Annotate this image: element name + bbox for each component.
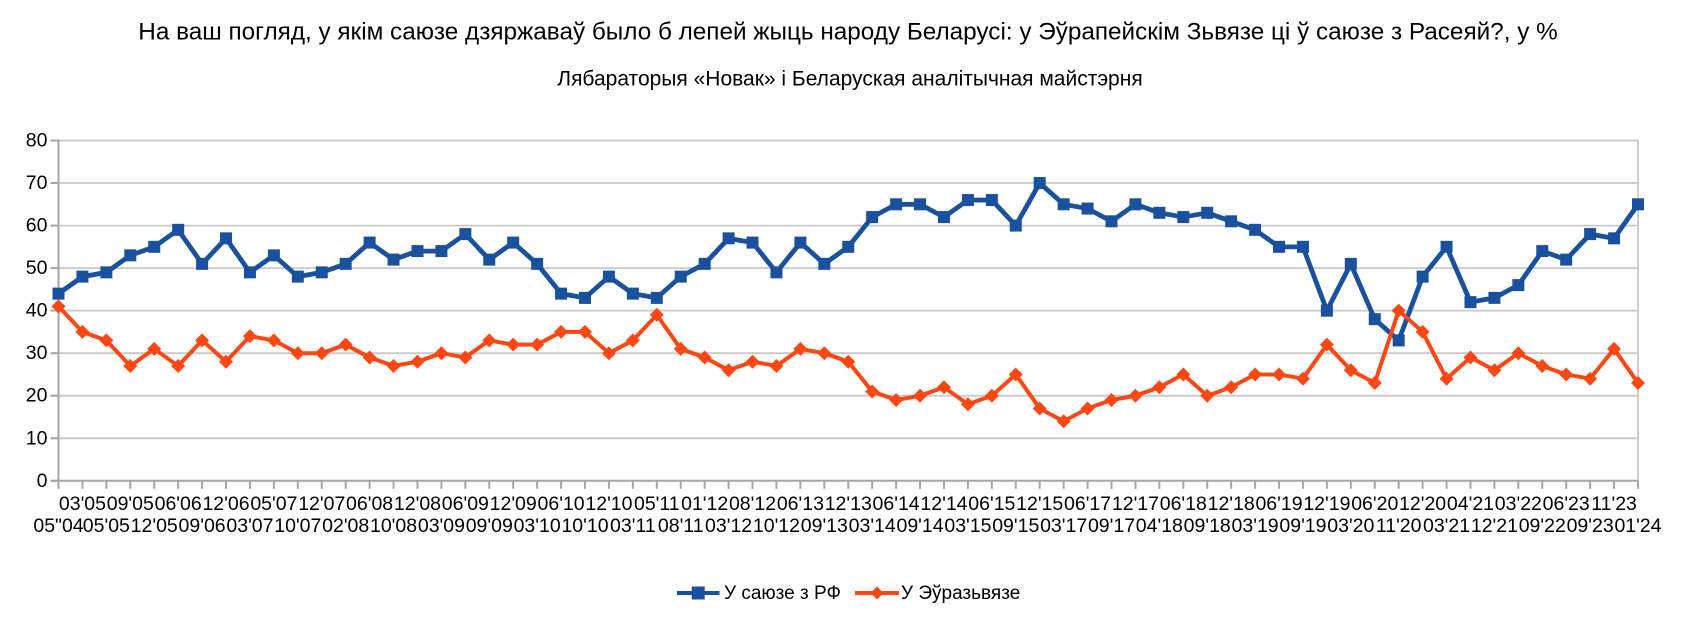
- svg-text:12'13: 12'13: [825, 493, 872, 515]
- svg-text:12'14: 12'14: [920, 493, 967, 515]
- svg-text:03'15: 03'15: [944, 515, 991, 537]
- svg-text:09'23: 09'23: [1567, 515, 1614, 537]
- svg-text:09'13: 09'13: [801, 515, 848, 537]
- svg-text:02'08: 02'08: [322, 515, 369, 537]
- svg-text:09'17: 09'17: [1088, 515, 1135, 537]
- svg-text:05'11: 05'11: [634, 493, 680, 515]
- svg-text:12'18: 12'18: [1208, 493, 1255, 515]
- svg-text:09'18: 09'18: [1184, 515, 1231, 537]
- svg-text:06'13: 06'13: [777, 493, 824, 515]
- svg-text:12'08: 12'08: [394, 493, 441, 515]
- svg-text:12'19: 12'19: [1303, 493, 1350, 515]
- svg-text:03'14: 03'14: [849, 515, 896, 537]
- svg-text:09'22: 09'22: [1519, 515, 1566, 537]
- svg-text:08'11: 08'11: [658, 515, 704, 537]
- svg-text:10: 10: [26, 427, 48, 449]
- svg-text:На ваш погляд, у якім саюзе дз: На ваш погляд, у якім саюзе дзяржаваў бы…: [138, 19, 1557, 46]
- svg-text:06'18: 06'18: [1160, 493, 1207, 515]
- svg-text:0: 0: [37, 470, 48, 492]
- svg-text:12'09: 12'09: [490, 493, 537, 515]
- svg-text:11'20: 11'20: [1376, 515, 1422, 537]
- svg-text:06'19: 06'19: [1255, 493, 1302, 515]
- svg-text:20: 20: [26, 385, 48, 407]
- svg-text:03'19: 03'19: [1232, 515, 1279, 537]
- svg-text:12'17: 12'17: [1112, 493, 1159, 515]
- svg-text:У Эўразьвязе: У Эўразьвязе: [901, 583, 1020, 604]
- svg-text:09'19: 09'19: [1279, 515, 1326, 537]
- svg-text:12'20: 12'20: [1399, 493, 1446, 515]
- svg-text:60: 60: [26, 215, 48, 237]
- svg-text:08'12: 08'12: [729, 493, 776, 515]
- svg-text:03'22: 03'22: [1495, 493, 1542, 515]
- svg-text:11'23: 11'23: [1591, 493, 1637, 515]
- svg-text:10'08: 10'08: [370, 515, 417, 537]
- svg-text:09'06: 09'06: [179, 515, 226, 537]
- svg-text:03'11: 03'11: [610, 515, 656, 537]
- svg-text:06'17: 06'17: [1064, 493, 1111, 515]
- svg-text:50: 50: [26, 257, 48, 279]
- svg-text:12'07: 12'07: [298, 493, 345, 515]
- svg-text:40: 40: [26, 300, 48, 322]
- svg-text:10'12: 10'12: [753, 515, 800, 537]
- svg-text:У саюзе з РФ: У саюзе з РФ: [724, 583, 841, 604]
- svg-text:12'10: 12'10: [585, 493, 632, 515]
- svg-text:06'15: 06'15: [968, 493, 1015, 515]
- svg-text:06'10: 06'10: [538, 493, 585, 515]
- svg-text:12'15: 12'15: [1016, 493, 1063, 515]
- svg-text:03'07: 03'07: [226, 515, 273, 537]
- svg-text:70: 70: [26, 172, 48, 194]
- svg-text:09'15: 09'15: [992, 515, 1039, 537]
- svg-text:80: 80: [26, 130, 48, 152]
- svg-text:06'20: 06'20: [1351, 493, 1398, 515]
- svg-text:09'05: 09'05: [107, 493, 154, 515]
- svg-text:03'17: 03'17: [1040, 515, 1087, 537]
- svg-text:06'14: 06'14: [873, 493, 920, 515]
- svg-text:Лябараторыя «Новак» і Беларуск: Лябараторыя «Новак» і Беларуская аналіты…: [557, 68, 1142, 91]
- svg-text:03'20: 03'20: [1327, 515, 1374, 537]
- svg-text:10'07: 10'07: [274, 515, 321, 537]
- svg-text:30: 30: [26, 342, 48, 364]
- svg-text:05'05: 05'05: [83, 515, 130, 537]
- svg-text:06'09: 06'09: [442, 493, 489, 515]
- svg-text:03'10: 03'10: [514, 515, 561, 537]
- svg-text:12'06: 12'06: [202, 493, 249, 515]
- svg-text:03'21: 03'21: [1423, 515, 1470, 537]
- svg-text:12'05: 12'05: [131, 515, 178, 537]
- svg-text:03'05: 03'05: [59, 493, 106, 515]
- svg-text:01'12: 01'12: [681, 493, 728, 515]
- svg-text:05"04: 05"04: [33, 515, 83, 537]
- svg-text:09'09: 09'09: [466, 515, 513, 537]
- svg-text:03'12: 03'12: [705, 515, 752, 537]
- svg-text:06'08: 06'08: [346, 493, 393, 515]
- svg-text:01'24: 01'24: [1614, 515, 1661, 537]
- svg-text:06'06: 06'06: [155, 493, 202, 515]
- svg-text:09'14: 09'14: [896, 515, 943, 537]
- svg-text:12'21: 12'21: [1471, 515, 1518, 537]
- svg-text:03'09: 03'09: [418, 515, 465, 537]
- svg-text:04'18: 04'18: [1136, 515, 1183, 537]
- svg-text:10'10: 10'10: [561, 515, 608, 537]
- svg-text:06'23: 06'23: [1543, 493, 1590, 515]
- svg-text:04'21: 04'21: [1447, 493, 1494, 515]
- svg-text:05'07: 05'07: [250, 493, 297, 515]
